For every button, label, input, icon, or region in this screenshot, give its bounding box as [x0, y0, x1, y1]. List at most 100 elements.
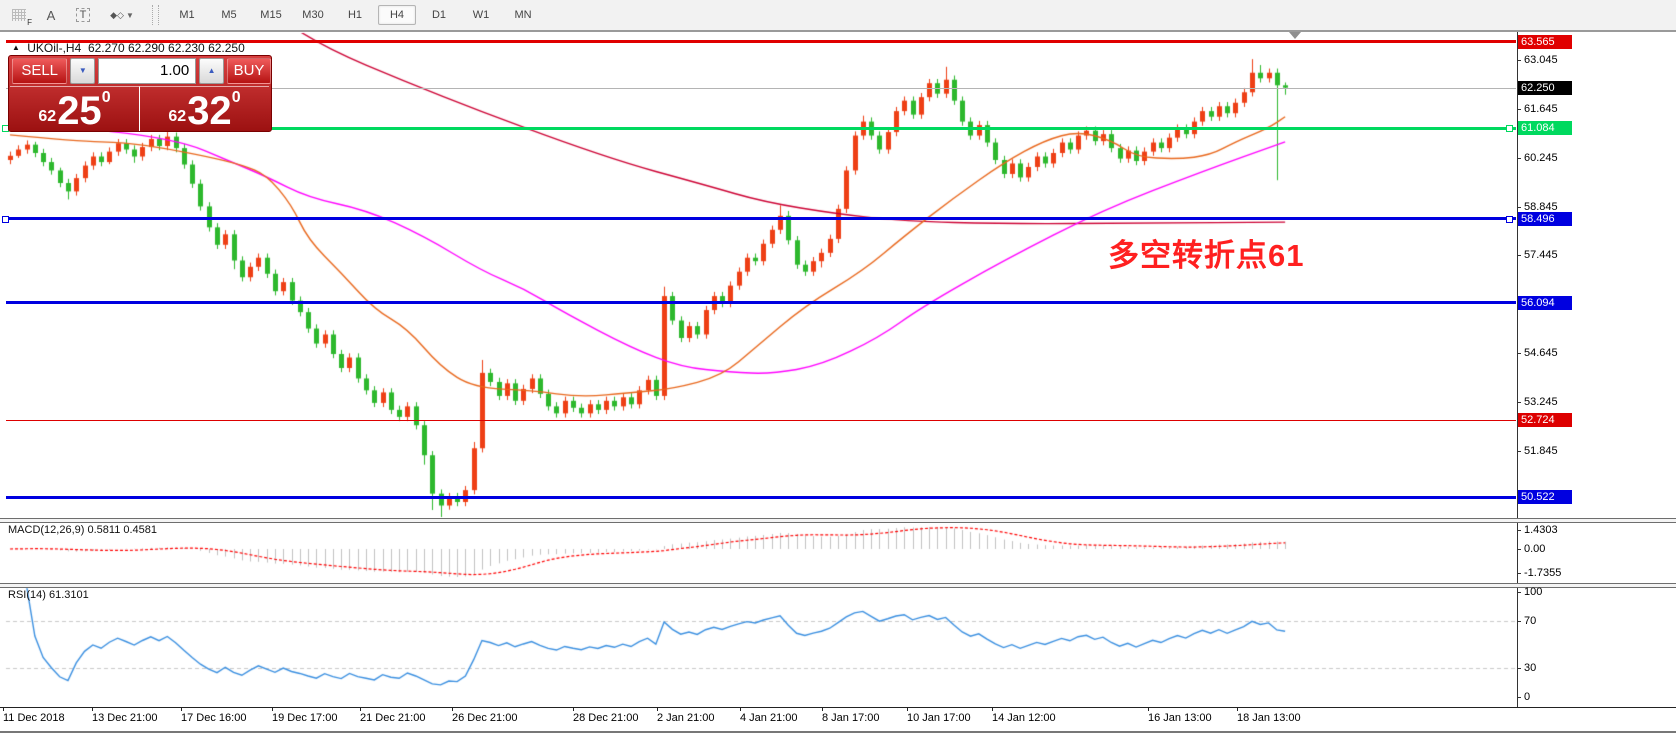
price-tick-label: 57.445	[1524, 249, 1558, 262]
price-axis-tick	[1517, 402, 1521, 404]
time-axis-label: 18 Jan 13:00	[1237, 712, 1301, 724]
time-axis-tick	[181, 707, 182, 711]
buy-price-big: 32	[187, 89, 232, 133]
time-axis-label: 21 Dec 21:00	[360, 712, 426, 724]
indicator-axis-tick	[1517, 573, 1521, 574]
sell-price-tile[interactable]: 62 25 0	[10, 86, 140, 131]
time-axis-tick	[1237, 707, 1238, 711]
price-badge: 63.565	[1518, 34, 1572, 49]
horizontal-line[interactable]	[6, 126, 1516, 130]
horizontal-line[interactable]	[6, 495, 1516, 499]
time-axis-label: 10 Jan 17:00	[907, 712, 971, 724]
price-tick-label: 53.245	[1524, 396, 1558, 409]
time-axis-tick	[92, 707, 93, 711]
time-axis-tick	[360, 707, 361, 711]
trade-controls-row: SELL ▼ ▲ BUY	[9, 56, 271, 85]
indicator-axis-tick	[1517, 549, 1521, 550]
buy-price-tile[interactable]: 62 32 0	[140, 86, 269, 131]
price-axis-tick	[1517, 157, 1521, 159]
indicator-axis-label: 0.00	[1524, 543, 1546, 555]
indicator-axis-label: 100	[1524, 586, 1543, 598]
indicator-axis-label: 1.4303	[1524, 524, 1558, 536]
line-handle[interactable]	[2, 215, 9, 223]
time-axis-label: 19 Dec 17:00	[272, 712, 338, 724]
buy-button[interactable]: BUY	[227, 57, 271, 84]
line-handle[interactable]	[1506, 215, 1513, 223]
price-axis-tick	[1517, 108, 1521, 110]
time-axis-label: 13 Dec 21:00	[92, 712, 158, 724]
indicator-axis-label: 30	[1524, 662, 1537, 674]
time-axis-tick	[452, 707, 453, 711]
sell-price-sup: 0	[101, 89, 111, 106]
symbol-name: UKOil-,H4	[27, 41, 82, 55]
symbol-header: ▲ UKOil-,H4 62.270 62.290 62.230 62.250	[12, 41, 245, 55]
price-axis-tick	[1517, 353, 1521, 355]
time-axis-tick	[3, 707, 4, 711]
time-axis-label: 17 Dec 16:00	[181, 712, 247, 724]
chart-shift-marker-icon[interactable]	[1289, 32, 1301, 39]
volume-decrease-button[interactable]: ▼	[70, 57, 96, 84]
time-axis-label: 26 Dec 21:00	[452, 712, 518, 724]
price-axis-tick	[1517, 60, 1521, 61]
price-axis-tick	[1517, 450, 1521, 452]
horizontal-line[interactable]	[6, 217, 1516, 221]
horizontal-line[interactable]	[6, 301, 1516, 305]
time-axis-separator	[0, 707, 1676, 708]
price-tick-label: 51.845	[1524, 444, 1558, 457]
line-handle[interactable]	[1506, 125, 1513, 133]
indicator-axis-tick	[1517, 592, 1521, 593]
price-badge: 52.724	[1518, 413, 1572, 428]
macd-label: MACD(12,26,9) 0.5811 0.4581	[8, 524, 158, 536]
chart-text-annotation[interactable]: 多空转折点61	[1108, 238, 1305, 273]
time-axis-label: 28 Dec 21:00	[573, 712, 639, 724]
price-badge: 61.084	[1518, 121, 1572, 136]
indicator-axis-label: 70	[1524, 615, 1537, 627]
price-badge: 56.094	[1518, 295, 1572, 310]
volume-input[interactable]	[98, 57, 197, 84]
time-axis-label: 4 Jan 21:00	[740, 712, 798, 724]
rsi-label: RSI(14) 61.3101	[8, 589, 89, 601]
price-axis-tick	[1517, 255, 1521, 257]
time-axis-label: 11 Dec 2018	[3, 712, 65, 724]
price-badge: 58.496	[1518, 211, 1572, 226]
indicator-axis-label: -1.7355	[1524, 567, 1562, 579]
price-tick-label: 63.045	[1524, 54, 1558, 66]
macd-panel-splitter[interactable]	[0, 518, 1676, 523]
time-axis-label: 16 Jan 13:00	[1148, 712, 1212, 724]
sell-price-prefix: 62	[38, 108, 57, 125]
collapse-arrow-icon[interactable]: ▲	[12, 43, 20, 52]
sell-price-big: 25	[57, 89, 102, 133]
price-axis-separator	[1517, 32, 1518, 707]
price-tick-label: 54.645	[1524, 347, 1558, 360]
ohlc-values: 62.270 62.290 62.230 62.250	[87, 41, 245, 55]
one-click-trading-panel: SELL ▼ ▲ BUY 62 25 0 62 32 0	[8, 55, 272, 132]
time-axis-tick	[272, 707, 273, 711]
current-price-badge: 62.250	[1518, 80, 1572, 95]
horizontal-line[interactable]	[6, 419, 1516, 421]
buy-price-sup: 0	[231, 89, 241, 106]
time-axis-tick	[907, 707, 908, 711]
indicator-axis-tick	[1517, 621, 1521, 622]
time-axis-tick	[992, 707, 993, 711]
price-axis-tick	[1517, 206, 1521, 208]
sell-button[interactable]: SELL	[12, 57, 68, 84]
price-tick-label: 58.845	[1524, 200, 1558, 213]
buy-price-prefix: 62	[168, 108, 187, 125]
price-tick-label: 60.245	[1524, 151, 1558, 164]
indicator-axis-tick	[1517, 668, 1521, 669]
price-tick-label: 61.645	[1524, 102, 1558, 115]
indicator-axis-tick	[1517, 697, 1521, 698]
time-axis-tick	[822, 707, 823, 711]
time-axis-tick	[740, 707, 741, 711]
time-axis-label: 14 Jan 12:00	[992, 712, 1056, 724]
time-axis-tick	[1148, 707, 1149, 711]
time-axis-label: 8 Jan 17:00	[822, 712, 880, 724]
indicator-axis-label: 0	[1524, 691, 1531, 703]
time-axis-tick	[657, 707, 658, 711]
indicator-axis-tick	[1517, 530, 1521, 531]
rsi-panel-splitter[interactable]	[0, 583, 1676, 588]
horizontal-line[interactable]	[6, 40, 1516, 44]
current-price-line	[6, 87, 1516, 89]
volume-increase-button[interactable]: ▲	[199, 57, 225, 84]
